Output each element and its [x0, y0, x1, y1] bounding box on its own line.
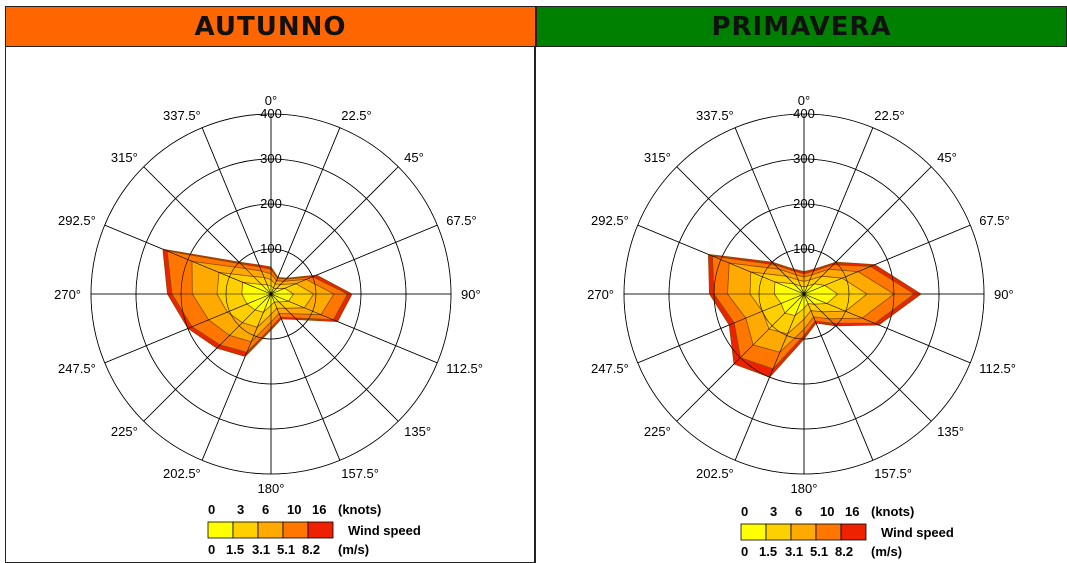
legend-ms-tick: 8.2	[302, 542, 320, 557]
direction-label: 315°	[111, 150, 138, 165]
direction-label: 45°	[937, 150, 957, 165]
grid-circle-overlay	[713, 203, 895, 385]
legend-ms-unit: (m/s)	[338, 542, 369, 557]
direction-label: 135°	[404, 424, 431, 439]
wind-rose-chart: 1002003004000°22.5°45°67.5°90°112.5°135°…	[54, 93, 483, 557]
direction-label: 90°	[994, 287, 1014, 302]
legend-ms-tick: 0	[741, 544, 748, 559]
legend-swatch	[790, 523, 817, 541]
legend-knots-tick: 3	[770, 504, 777, 519]
direction-label: 22.5°	[874, 108, 905, 123]
grid-circle-overlay	[90, 113, 452, 475]
direction-label: 270°	[54, 287, 81, 302]
direction-label: 247.5°	[591, 361, 629, 376]
legend-knots-tick: 10	[820, 504, 834, 519]
direction-label: 292.5°	[58, 213, 96, 228]
direction-label: 225°	[644, 424, 671, 439]
direction-label: 0°	[798, 93, 810, 108]
direction-label: 247.5°	[58, 361, 96, 376]
direction-label: 67.5°	[446, 213, 477, 228]
direction-label: 90°	[461, 287, 481, 302]
legend: 0 3 6 10 16 (knots) Wind speed 0 1.5 3.1 5.1 8.2 (m/…	[207, 502, 421, 557]
legend-swatch	[282, 521, 309, 539]
grid-circle-overlay	[758, 248, 850, 340]
legend-ms-tick: 3.1	[252, 542, 270, 557]
direction-label: 337.5°	[696, 108, 734, 123]
radial-tick-label: 400	[260, 106, 282, 121]
direction-label: 0°	[265, 93, 277, 108]
direction-label: 45°	[404, 150, 424, 165]
direction-label: 157.5°	[341, 466, 379, 481]
legend-ms-tick: 0	[208, 542, 215, 557]
direction-label: 22.5°	[341, 108, 372, 123]
legend-knots-tick: 6	[795, 504, 802, 519]
direction-label: 135°	[937, 424, 964, 439]
legend-ms-tick: 1.5	[226, 542, 244, 557]
radial-tick-label: 400	[793, 106, 815, 121]
legend-knots-tick: 16	[312, 502, 326, 517]
wind-rose-chart: 1002003004000°22.5°45°67.5°90°112.5°135°…	[587, 93, 1016, 559]
grid-circle-overlay	[225, 248, 317, 340]
direction-label: 270°	[587, 287, 614, 302]
series-group	[162, 248, 353, 357]
legend-ms-unit: (m/s)	[871, 544, 902, 559]
legend-knots-tick: 10	[287, 502, 301, 517]
polar-grid-overlay	[623, 113, 985, 475]
legend-knots-tick: 0	[208, 502, 215, 517]
direction-label: 180°	[791, 481, 818, 496]
legend-swatch	[207, 521, 234, 539]
grid-circle-overlay	[668, 158, 940, 430]
direction-label: 337.5°	[163, 108, 201, 123]
direction-label: 112.5°	[979, 361, 1016, 376]
legend-knots-tick: 0	[741, 504, 748, 519]
radial-tick-label: 100	[260, 241, 282, 256]
legend-ms-tick: 8.2	[835, 544, 853, 559]
radial-tick-label: 300	[793, 151, 815, 166]
series-group	[707, 253, 922, 378]
panel-title: AUTUNNO	[5, 6, 536, 47]
legend-knots-tick: 3	[237, 502, 244, 517]
panel-title-text: AUTUNNO	[194, 11, 347, 42]
legend-swatch	[815, 523, 842, 541]
legend-ms-tick: 3.1	[785, 544, 803, 559]
panel-title: PRIMAVERA	[536, 6, 1067, 47]
grid-circle-overlay	[623, 113, 985, 475]
direction-label: 180°	[258, 481, 285, 496]
radial-tick-label: 200	[260, 196, 282, 211]
legend-ms-tick: 5.1	[810, 544, 828, 559]
panel-title-text: PRIMAVERA	[711, 11, 892, 42]
direction-label: 315°	[644, 150, 671, 165]
legend-ms-tick: 5.1	[277, 542, 295, 557]
direction-label: 67.5°	[979, 213, 1010, 228]
radial-tick-label: 100	[793, 241, 815, 256]
legend-knots-unit: (knots)	[871, 504, 914, 519]
panel-autunno: AUTUNNO 100 200 300 400 0° 22.5° 45° 67.5° 90° 11…	[5, 6, 536, 563]
legend-swatch	[765, 523, 792, 541]
legend-ms-tick: 1.5	[759, 544, 777, 559]
direction-label: 292.5°	[591, 213, 629, 228]
direction-label: 225°	[111, 424, 138, 439]
polar-grid-overlay	[90, 113, 452, 475]
legend-swatch	[840, 523, 867, 541]
legend-swatch	[232, 521, 259, 539]
legend-knots-unit: (knots)	[338, 502, 381, 517]
direction-label: 202.5°	[696, 466, 734, 481]
legend-swatch	[257, 521, 284, 539]
radial-tick-label: 200	[793, 196, 815, 211]
direction-label: 157.5°	[874, 466, 912, 481]
legend-knots-tick: 6	[262, 502, 269, 517]
legend: 0 3 6 10 16 (knots) Wind speed 0 1.5 3.1 5.1 8.2 (m/…	[740, 504, 954, 559]
legend-swatch	[307, 521, 334, 539]
legend-swatch	[740, 523, 767, 541]
legend-knots-tick: 16	[845, 504, 859, 519]
legend-label: Wind speed	[348, 523, 421, 538]
direction-label: 112.5°	[446, 361, 483, 376]
panel-primavera: PRIMAVERA 100 200 300 400 0° 22.5° 45° 67.5° 90°…	[536, 6, 1067, 563]
direction-label: 202.5°	[163, 466, 201, 481]
radial-tick-label: 300	[260, 151, 282, 166]
legend-label: Wind speed	[881, 525, 954, 540]
grid-circle-overlay	[135, 158, 407, 430]
grid-circle-overlay	[180, 203, 362, 385]
